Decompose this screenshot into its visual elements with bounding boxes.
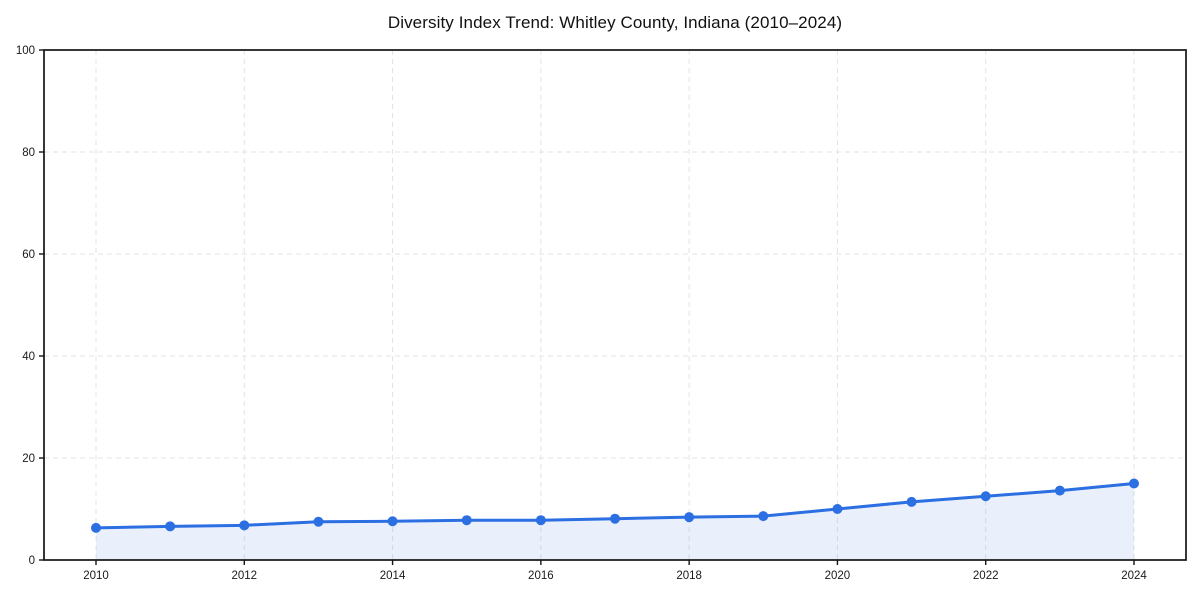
- data-point-2019: [758, 511, 769, 522]
- data-point-2022: [980, 491, 991, 502]
- x-axis-tick-label: 2012: [231, 570, 257, 582]
- y-axis-tick-label: 20: [22, 453, 35, 465]
- y-axis-tick-label: 0: [29, 555, 35, 567]
- data-point-2020: [832, 504, 843, 514]
- x-axis-tick-label: 2016: [528, 570, 554, 582]
- data-point-2013: [313, 516, 324, 527]
- x-axis-tick-label: 2020: [825, 570, 851, 582]
- data-point-2011: [165, 521, 176, 532]
- y-axis-tick-label: 100: [16, 45, 35, 57]
- y-axis-tick-label: 80: [22, 147, 35, 159]
- x-axis-tick-label: 2022: [973, 570, 999, 582]
- y-axis-tick-label: 60: [22, 249, 35, 261]
- data-point-2018: [684, 512, 695, 523]
- x-axis-tick-label: 2014: [380, 570, 406, 582]
- x-axis-tick-label: 2010: [83, 570, 109, 582]
- y-axis-tick-label: 40: [22, 351, 35, 363]
- data-point-2014: [387, 516, 398, 527]
- chart-title: Diversity Index Trend: Whitley County, I…: [387, 13, 843, 32]
- plot-box: [43, 49, 1187, 561]
- data-point-2017: [610, 513, 620, 524]
- data-point-2012: [239, 520, 250, 531]
- x-axis-tick-label: 2018: [676, 570, 702, 582]
- x-axis-tick-label: 2024: [1121, 570, 1147, 582]
- data-point-2016: [535, 515, 546, 526]
- data-point-2021: [906, 496, 917, 507]
- data-point-2023: [1054, 485, 1065, 496]
- data-point-2010: [91, 522, 101, 533]
- data-point-2024: [1129, 478, 1139, 489]
- data-point-2015: [461, 515, 472, 526]
